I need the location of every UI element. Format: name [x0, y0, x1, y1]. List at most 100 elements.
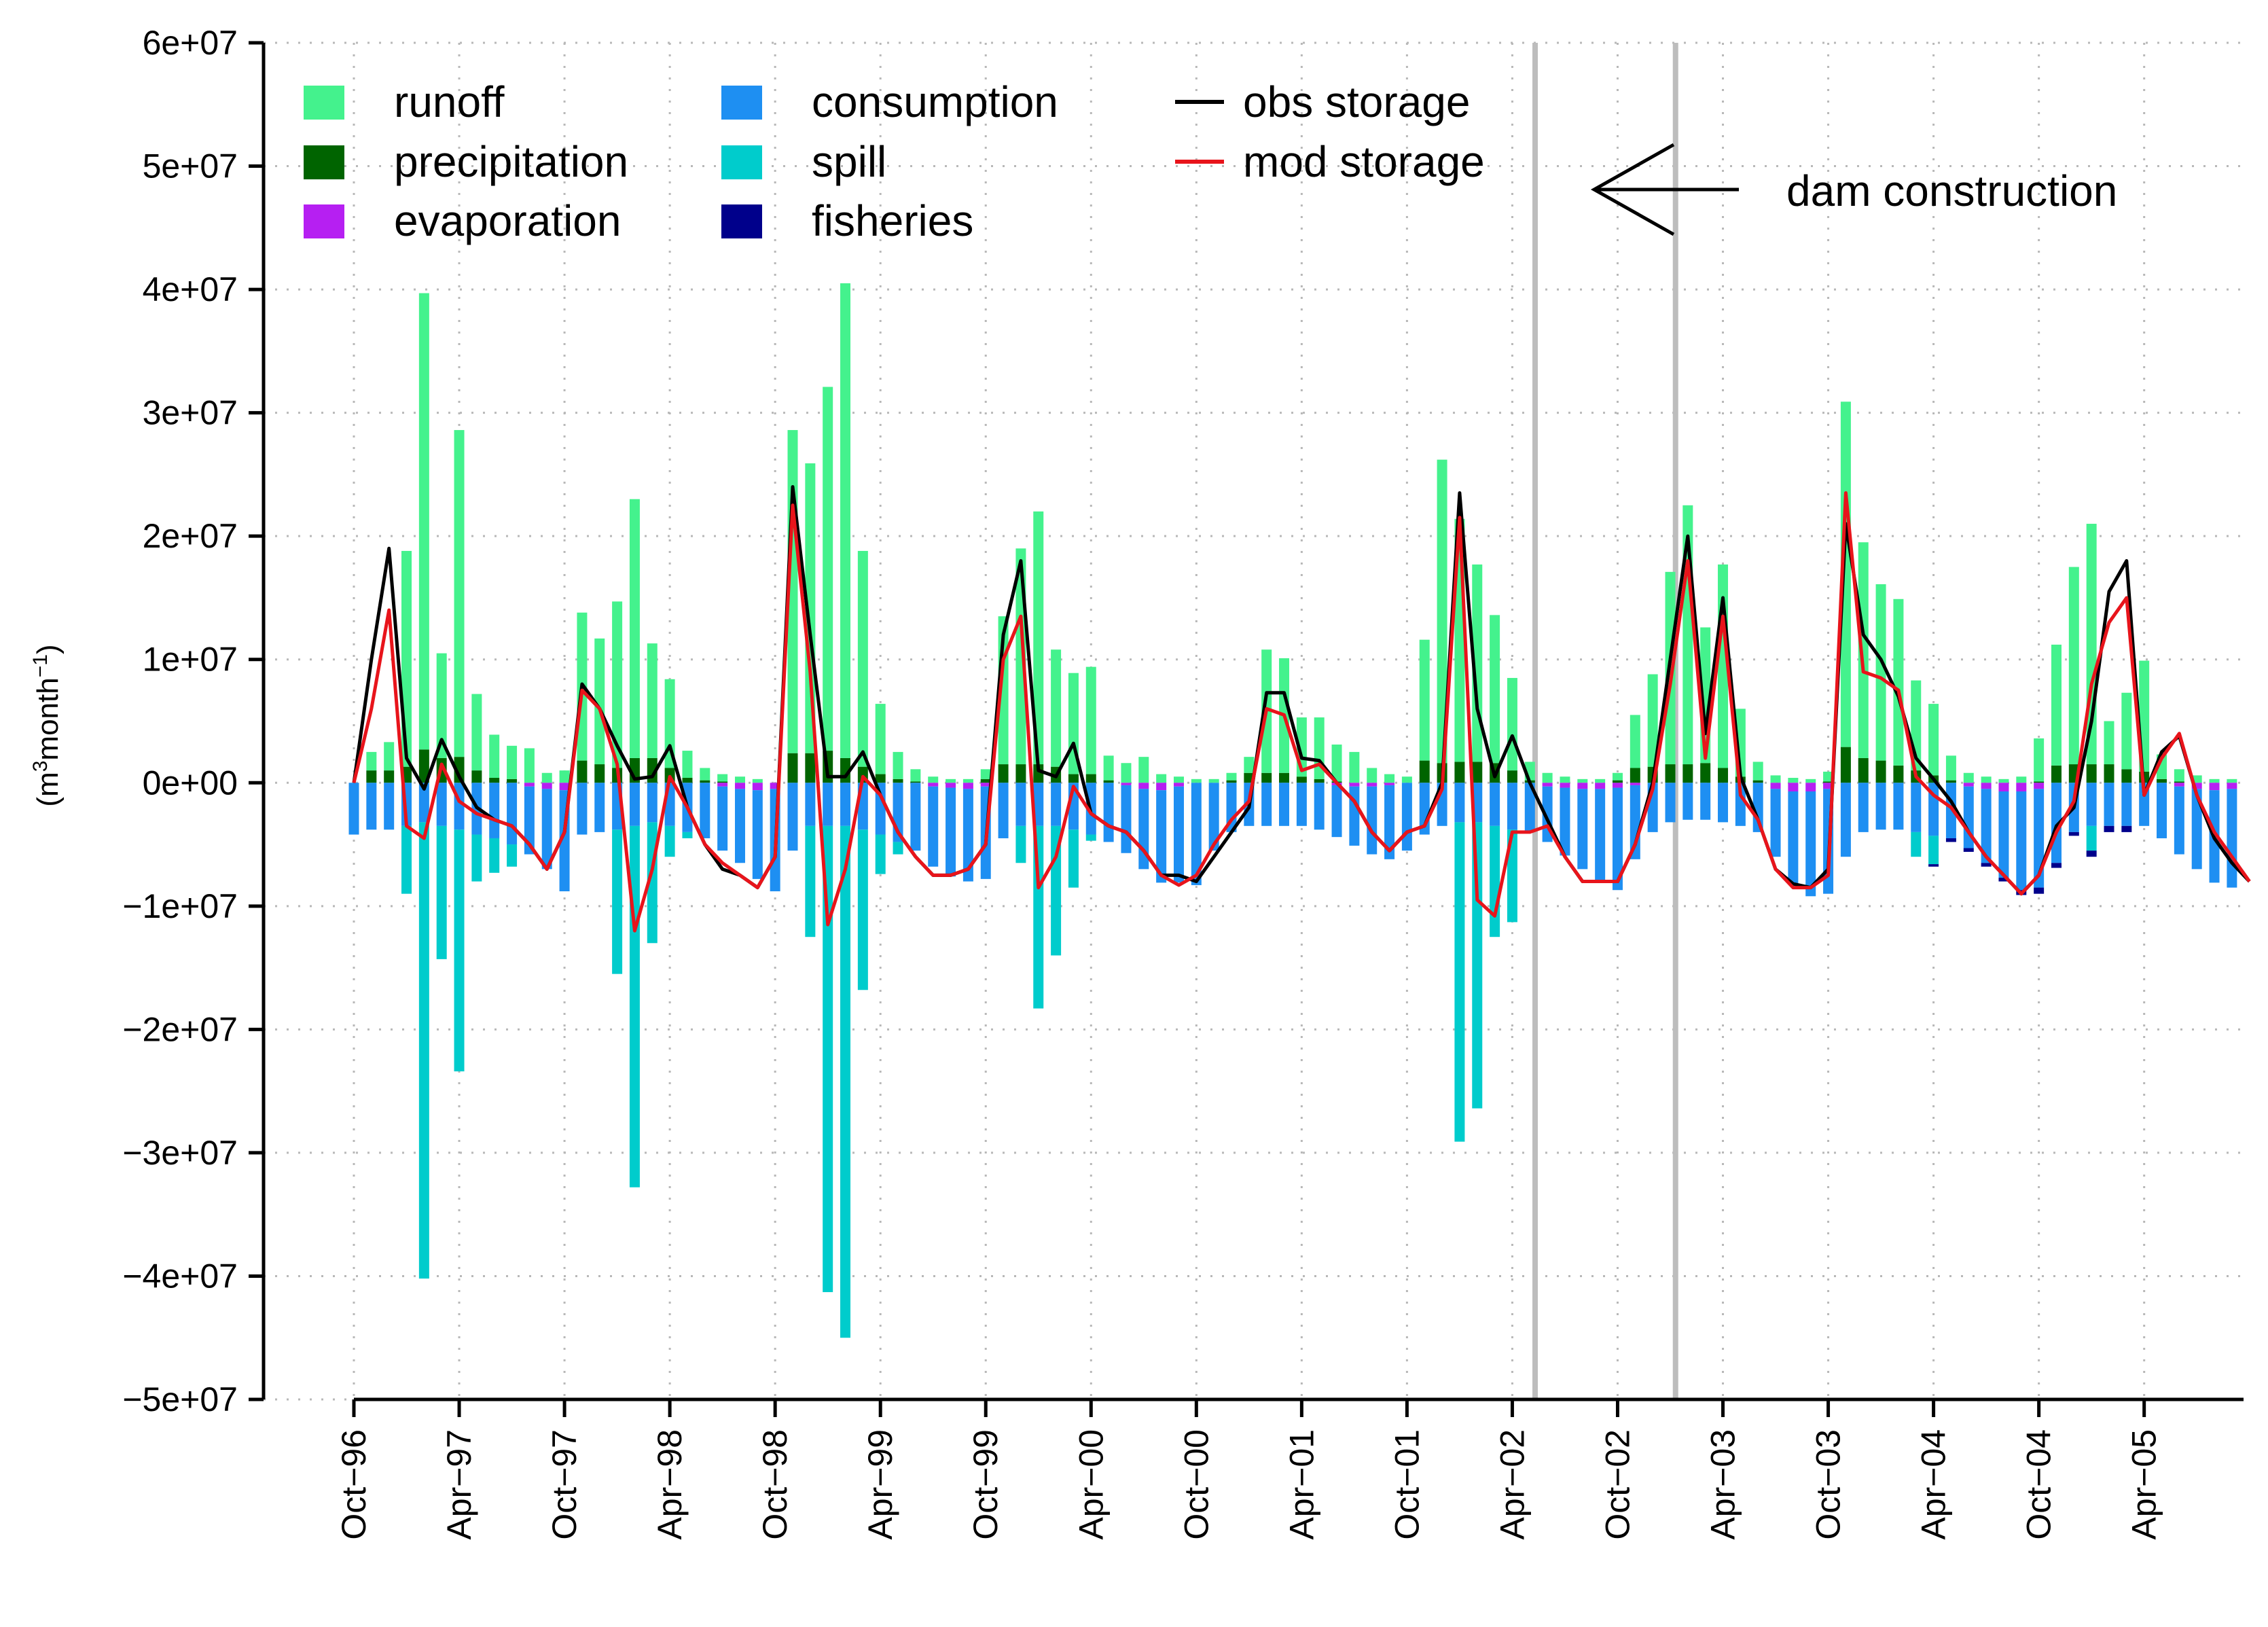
- x-tick-label: Apr−00: [1072, 1429, 1110, 1540]
- mod-storage-line: [352, 491, 2251, 933]
- runoff-bar: [893, 751, 903, 779]
- evaporation-bar: [524, 783, 535, 787]
- precipitation-bar: [1419, 760, 1430, 783]
- consumption-bar: [1173, 786, 1184, 883]
- consumption-bar: [541, 789, 552, 870]
- legend-label-spill: spill: [812, 137, 886, 186]
- runoff-bar: [2121, 692, 2132, 770]
- runoff-bar: [1998, 779, 2009, 783]
- evaporation-bar: [1138, 783, 1149, 789]
- precipitation-bar: [1314, 779, 1325, 783]
- consumption-bar: [1560, 787, 1570, 856]
- y-tick-label: 5e+07: [143, 147, 238, 185]
- runoff-bar: [962, 779, 973, 783]
- consumption-bar: [1103, 783, 1114, 842]
- runoff-bar: [980, 769, 991, 779]
- spill-bar: [840, 825, 851, 1338]
- consumption-bar: [1858, 783, 1869, 832]
- consumption-bar: [1349, 786, 1360, 846]
- storage-lines: [352, 485, 2251, 933]
- evaporation-bar: [717, 783, 728, 787]
- runoff-bar: [1156, 774, 1167, 783]
- spill-bar: [682, 832, 693, 838]
- runoff-bar: [1945, 755, 1956, 781]
- consumption-bar: [2157, 783, 2167, 838]
- precipitation-bar: [366, 770, 377, 783]
- runoff-bar: [734, 776, 745, 783]
- runoff-bar: [507, 745, 518, 779]
- precipitation-bar: [1033, 764, 1044, 783]
- dam-construction-annotation: dam construction: [1590, 143, 2117, 236]
- precipitation-bar: [1840, 747, 1851, 783]
- runoff-bar: [436, 653, 447, 758]
- spill-bar: [1085, 834, 1096, 841]
- runoff-bar: [1770, 775, 1781, 783]
- x-tick-label: Apr−99: [861, 1429, 899, 1540]
- consumption-bar: [946, 787, 956, 877]
- precipitation-bar: [2121, 769, 2132, 783]
- consumption-bar: [366, 783, 377, 830]
- precipitation-bar: [700, 780, 710, 783]
- fisheries-bar: [1981, 863, 1992, 867]
- runoff-bar: [1507, 677, 1517, 771]
- runoff-bar: [594, 638, 605, 765]
- runoff-bar: [1840, 401, 1851, 747]
- runoff-bar: [1752, 762, 1763, 781]
- consumption-bar: [629, 783, 640, 826]
- runoff-bar: [2016, 776, 2027, 783]
- precipitation-bar: [507, 779, 518, 783]
- precipitation-bar: [1665, 764, 1676, 783]
- precipitation-bar: [1682, 764, 1693, 783]
- evaporation-bar: [1173, 783, 1184, 787]
- runoff-bar: [1595, 779, 1606, 783]
- precipitation-bar: [1085, 774, 1096, 783]
- legend-label-obs-storage: obs storage: [1243, 77, 1470, 126]
- spill-bar: [1454, 822, 1465, 1142]
- y-tick-label: −5e+07: [122, 1380, 238, 1418]
- runoff-bar: [1173, 776, 1184, 783]
- spill-bar: [1490, 825, 1500, 937]
- consumption-bar: [734, 789, 745, 863]
- evaporation-bar: [928, 783, 939, 787]
- runoff-bar: [1560, 776, 1570, 783]
- consumption-bar: [418, 783, 429, 823]
- consumption-bar: [1770, 789, 1781, 857]
- consumption-bar: [1051, 783, 1062, 826]
- consumption-bar: [1208, 783, 1219, 851]
- runoff-bar: [664, 679, 675, 768]
- evaporation-bar: [1788, 783, 1799, 791]
- consumption-bar: [1665, 783, 1676, 823]
- consumption-bar: [1524, 783, 1535, 832]
- consumption-bar: [2174, 786, 2184, 855]
- fisheries-bar: [2121, 825, 2132, 832]
- runoff-bar: [1033, 511, 1044, 765]
- runoff-bar: [1612, 772, 1623, 781]
- legend-label-precipitation: precipitation: [394, 137, 628, 186]
- legend-swatch-spill: [721, 145, 762, 179]
- consumption-bar: [717, 786, 728, 851]
- runoff-bar: [418, 293, 429, 750]
- dam-construction-markers: [1532, 43, 1678, 1399]
- runoff-bar: [875, 704, 886, 774]
- x-axis-ticks: Oct−96 Apr−97 Oct−97 Apr−98 Oct−98 Apr−99 Oct−…: [335, 1399, 2163, 1540]
- consumption-bar: [910, 783, 921, 851]
- consumption-bar: [1314, 783, 1325, 830]
- spill-bar: [893, 842, 903, 855]
- x-tick-label: Apr−97: [440, 1429, 478, 1540]
- consumption-bar: [524, 786, 535, 855]
- precipitation-bar: [1823, 781, 1834, 783]
- spill-bar: [454, 829, 465, 1072]
- spill-bar: [1068, 829, 1079, 888]
- consumption-bar: [1682, 783, 1693, 820]
- precipitation-bar: [1630, 768, 1640, 783]
- consumption-bar: [805, 783, 816, 826]
- runoff-bar: [647, 643, 658, 758]
- runoff-bar: [471, 694, 482, 771]
- evaporation-bar: [559, 783, 570, 791]
- evaporation-bar: [1349, 783, 1360, 787]
- consumption-bar: [1226, 783, 1237, 832]
- precipitation-bar: [1718, 768, 1729, 783]
- runoff-bar: [2227, 779, 2237, 783]
